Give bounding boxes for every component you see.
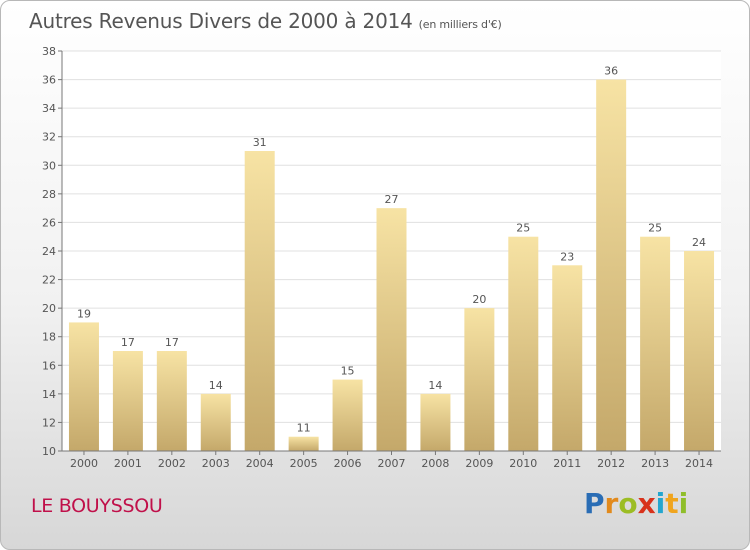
y-tick-label: 30 (42, 159, 56, 172)
x-tick-label: 2006 (334, 457, 362, 470)
proxiti-logo: Proxiti (584, 487, 688, 520)
x-tick-label: 2013 (641, 457, 669, 470)
bar (464, 308, 495, 451)
bar (156, 351, 187, 451)
bar-value-label: 24 (692, 236, 706, 249)
bar-value-label: 14 (428, 379, 442, 392)
y-tick-label: 10 (42, 445, 56, 458)
x-tick-label: 2001 (114, 457, 142, 470)
bar-value-label: 36 (604, 65, 618, 78)
bar-value-label: 27 (385, 193, 399, 206)
x-tick-label: 2009 (465, 457, 493, 470)
logo-letter: o (618, 487, 638, 520)
bar (288, 436, 319, 451)
y-tick-label: 38 (42, 45, 56, 58)
logo-letter: P (584, 487, 605, 520)
bar-value-label: 20 (472, 293, 486, 306)
y-tick-label: 20 (42, 302, 56, 315)
bar (596, 79, 627, 452)
chart-title-text: Autres Revenus Divers de 2000 à 2014 (29, 9, 413, 33)
commune-name: LE BOUYSSOU (31, 495, 163, 517)
chart-subtitle: (en milliers d'€) (418, 18, 502, 31)
y-tick-label: 24 (42, 245, 56, 258)
x-tick-label: 2004 (246, 457, 274, 470)
x-tick-label: 2000 (70, 457, 98, 470)
bar-value-label: 19 (77, 307, 91, 320)
bar (332, 379, 363, 451)
x-tick-label: 2007 (378, 457, 406, 470)
logo-letter: i (655, 487, 666, 520)
x-tick-label: 2008 (421, 457, 449, 470)
bar (68, 322, 99, 451)
bar-value-label: 11 (297, 422, 311, 435)
y-tick-label: 22 (42, 274, 56, 287)
y-tick-label: 16 (42, 359, 56, 372)
y-tick-label: 12 (42, 416, 56, 429)
x-tick-label: 2005 (290, 457, 318, 470)
bar-value-label: 25 (648, 222, 662, 235)
y-tick-label: 34 (42, 102, 56, 115)
bar (508, 236, 539, 451)
bar-value-label: 17 (165, 336, 179, 349)
y-tick-label: 28 (42, 188, 56, 201)
logo-letter: x (637, 487, 656, 520)
bar (376, 208, 407, 451)
y-tick-label: 18 (42, 331, 56, 344)
logo-letter: i (678, 487, 689, 520)
x-tick-label: 2003 (202, 457, 230, 470)
bar-value-label: 15 (341, 365, 355, 378)
logo-letter: r (604, 487, 619, 520)
y-tick-label: 32 (42, 131, 56, 144)
bar-value-label: 25 (516, 222, 530, 235)
bar-value-label: 31 (253, 136, 267, 149)
bar-value-label: 17 (121, 336, 135, 349)
y-tick-label: 36 (42, 74, 56, 87)
x-tick-label: 2014 (685, 457, 713, 470)
y-tick-label: 14 (42, 388, 56, 401)
logo-letter: t (665, 487, 679, 520)
bar (112, 351, 143, 451)
bar (640, 236, 671, 451)
chart-title: Autres Revenus Divers de 2000 à 2014 (en … (29, 9, 502, 33)
x-tick-label: 2002 (158, 457, 186, 470)
bar (244, 151, 275, 451)
x-tick-label: 2011 (553, 457, 581, 470)
bar (684, 251, 715, 451)
bar (420, 393, 451, 451)
y-tick-label: 26 (42, 216, 56, 229)
x-tick-label: 2012 (597, 457, 625, 470)
bar (552, 265, 583, 451)
bar-value-label: 23 (560, 250, 574, 263)
x-tick-label: 2010 (509, 457, 537, 470)
bar (200, 393, 231, 451)
bar-value-label: 14 (209, 379, 223, 392)
